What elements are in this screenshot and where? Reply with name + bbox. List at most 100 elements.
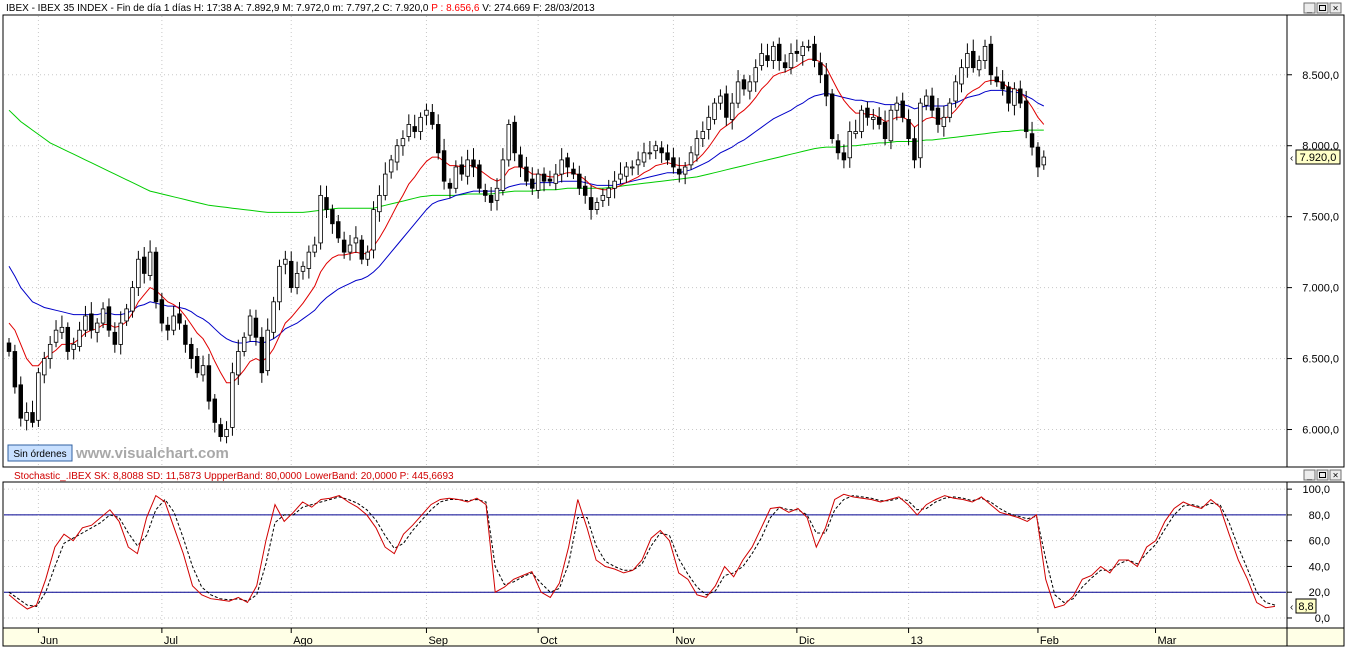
watermark: www.visualchart.com — [75, 445, 229, 462]
candle-up — [171, 315, 176, 331]
candle-up — [976, 60, 982, 71]
candle-down — [1029, 133, 1035, 148]
price-tick-label: 7.000,0 — [1302, 283, 1339, 295]
candle — [253, 309, 259, 346]
price-tick-label: 6.000,0 — [1302, 425, 1339, 437]
candle — [183, 320, 188, 353]
candle-up — [653, 145, 658, 152]
header-field: M: 7.972,0 — [282, 3, 332, 14]
candle — [994, 66, 1000, 87]
candle — [159, 293, 165, 332]
candle — [206, 353, 212, 410]
candle — [859, 105, 864, 139]
candle — [577, 165, 582, 195]
candle-up — [682, 166, 688, 175]
candle — [236, 339, 241, 385]
candle-down — [483, 190, 488, 196]
header-period: Fin de día 1 días — [117, 3, 194, 14]
candle — [553, 164, 559, 190]
candle-down — [259, 336, 265, 374]
candle-up — [806, 45, 811, 48]
close-button[interactable] — [1329, 2, 1342, 14]
candle-down — [18, 384, 23, 419]
candle — [194, 348, 200, 378]
candle-down — [512, 121, 517, 154]
candle-down — [1018, 88, 1023, 104]
maximize-button[interactable] — [1316, 2, 1329, 14]
orders-button[interactable]: Sin órdenes — [7, 444, 73, 462]
candle-up — [500, 159, 506, 191]
candle — [635, 151, 641, 175]
orders-button-frame[interactable] — [7, 444, 73, 462]
candle — [729, 93, 735, 130]
candle — [388, 154, 394, 179]
candle — [30, 400, 35, 428]
candle-up — [553, 173, 559, 184]
candle-down — [835, 140, 841, 154]
price-tick-label: 7.500,0 — [1302, 212, 1339, 224]
time-axis[interactable] — [2, 627, 1288, 647]
candle-up — [406, 124, 412, 137]
price-axis[interactable] — [1286, 14, 1345, 468]
candle — [288, 251, 294, 293]
candle-up — [712, 102, 717, 120]
candle-up — [118, 322, 123, 345]
candle-down — [324, 197, 329, 210]
indicator-tick-label: 0,0 — [1315, 613, 1330, 625]
indicator-field: LowerBand: 20,0000 — [305, 471, 400, 482]
candle-up — [424, 109, 429, 116]
indicator-minimize-button[interactable] — [1303, 469, 1316, 481]
candle — [724, 85, 729, 126]
candle-down — [177, 313, 182, 324]
indicator-close-button[interactable] — [1329, 469, 1342, 481]
indicator-grid: 0,0 20,0 40,0 60,0 80,0 100,0 — [4, 484, 1330, 625]
candle — [865, 101, 870, 126]
candle-up — [371, 209, 376, 251]
indicator-maximize-button[interactable] — [1316, 469, 1329, 481]
candle — [383, 162, 388, 201]
month-label: Jun — [40, 635, 58, 647]
candle — [953, 75, 958, 108]
candle — [965, 43, 970, 78]
candle-down — [1000, 81, 1005, 90]
last-price-value: 7.920,0 — [1300, 152, 1337, 164]
candle — [835, 134, 841, 160]
candle — [594, 197, 600, 215]
candle — [929, 87, 935, 117]
candle-down — [189, 343, 194, 359]
candle-up — [306, 251, 312, 269]
price-plot-area[interactable] — [2, 14, 1288, 468]
last-stoch-marker: ‹ 8,8 — [1290, 598, 1317, 614]
candle-down — [159, 299, 165, 324]
candle — [394, 139, 400, 171]
candle — [747, 75, 753, 100]
candle-up — [800, 45, 805, 57]
candle — [65, 322, 71, 360]
stochastic-lines — [8, 493, 1276, 610]
candle — [400, 130, 406, 156]
candle — [36, 367, 41, 427]
candle — [271, 296, 276, 339]
minimize-button[interactable] — [1303, 2, 1316, 14]
candle-up — [394, 145, 400, 163]
candle-down — [588, 197, 594, 210]
candle — [841, 144, 847, 169]
candle — [782, 54, 788, 73]
candle-up — [71, 343, 76, 350]
candle — [582, 176, 588, 204]
month-label: Nov — [675, 635, 695, 647]
indicator-plot-area[interactable] — [2, 481, 1288, 629]
candle — [541, 167, 547, 192]
candle — [606, 179, 611, 206]
candle-up — [947, 102, 952, 118]
candle-up — [94, 322, 100, 333]
candle — [812, 35, 817, 68]
candle — [224, 421, 229, 444]
candle-up — [53, 329, 59, 343]
month-label: Feb — [1040, 635, 1059, 647]
candle — [171, 305, 176, 336]
last-stoch-value: 8,8 — [1298, 601, 1313, 613]
candle — [318, 185, 323, 250]
indicator-tick-label: 20,0 — [1309, 587, 1330, 599]
candle — [777, 37, 782, 71]
